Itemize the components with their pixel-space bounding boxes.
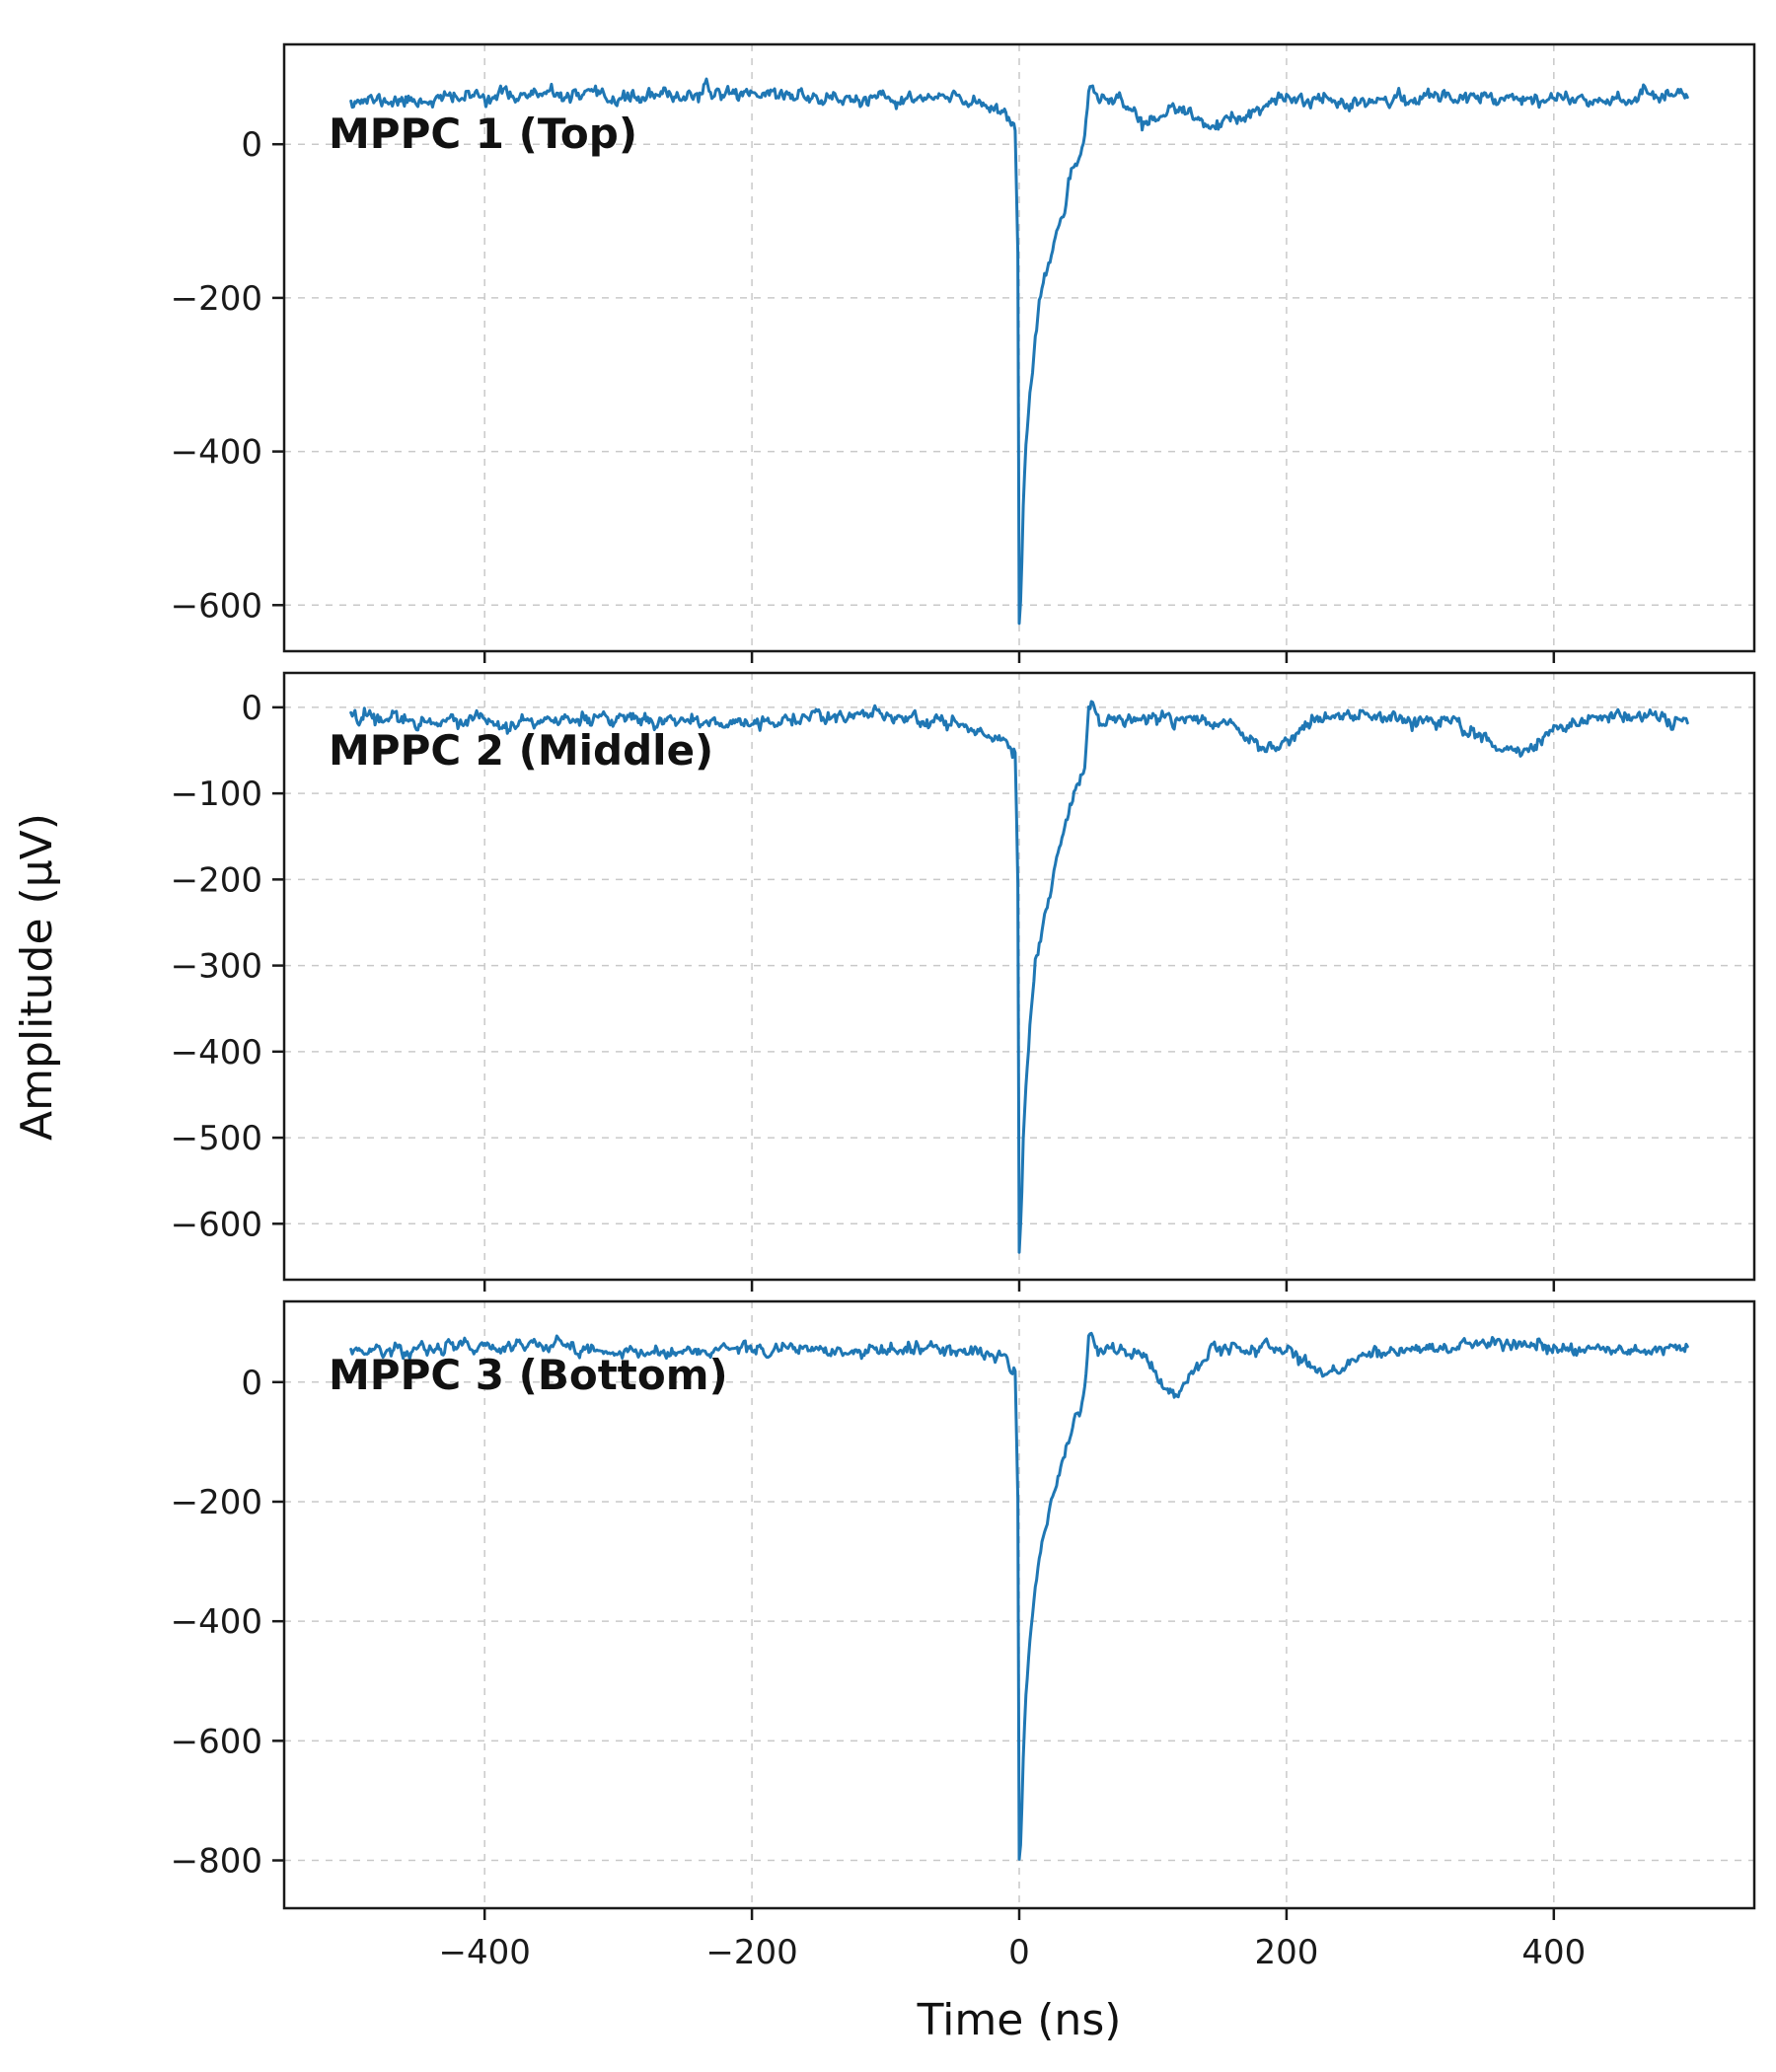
x-tick-label: −200 [705,1933,797,1972]
x-tick-label: −400 [438,1933,530,1972]
panel-2-label: MPPC 2 (Middle) [329,726,713,775]
y-tick-label: −400 [171,433,262,473]
x-tick-label: 400 [1521,1933,1586,1972]
y-tick-label: −200 [171,1483,262,1522]
x-tick-label: 0 [1008,1933,1030,1972]
y-tick-label: −200 [171,860,262,900]
y-tick-label: −600 [171,1722,262,1761]
panel-1: 0 −200 −400 −600 [171,42,1756,663]
x-axis-label: Time (ns) [917,1995,1122,2045]
y-tick-label: 0 [241,689,262,728]
y-tick-label: −100 [171,775,262,814]
y-tick-label: 0 [241,1364,262,1403]
panel-3: −400 −200 0 200 400 0 −200 −400 −600 −800 [171,1299,1756,1972]
panel-1-label: MPPC 1 (Top) [329,110,637,158]
y-tick-label: −400 [171,1602,262,1642]
y-tick-label: −300 [171,947,262,987]
y-tick-label: −400 [171,1033,262,1073]
waveform-trace-2 [349,700,1689,1254]
y-tick-label: −200 [171,279,262,319]
waveform-trace-1 [349,77,1689,626]
y-tick-label: −600 [171,1205,262,1244]
x-tick-label: 200 [1254,1933,1318,1972]
y-tick-label: −600 [171,586,262,626]
y-axis-label: Amplitude (µV) [12,813,62,1141]
panels-group: 0−200−400−6000−100−200−300−400−500−600−4… [171,42,1756,1972]
waveform-trace-3 [349,1331,1689,1861]
y-tick-label: −800 [171,1842,262,1882]
panel-3-label: MPPC 3 (Bottom) [329,1351,728,1399]
panel-2: 0 −100 −200 −300 −400 −500 −600 [171,671,1756,1292]
y-tick-label: 0 [241,125,262,165]
y-tick-label: −500 [171,1119,262,1158]
